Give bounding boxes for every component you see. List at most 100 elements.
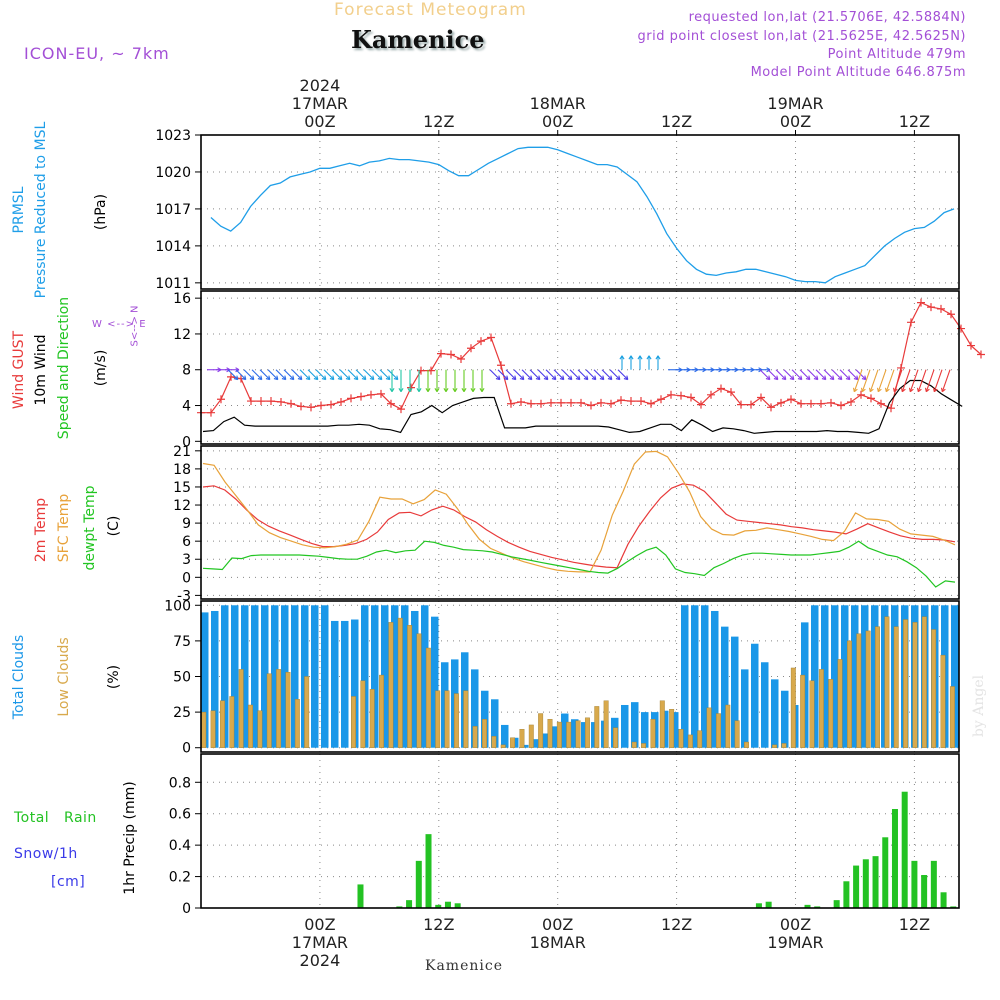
low-cloud-bar [603, 700, 609, 748]
precip-label-snow: Snow/1h [14, 846, 78, 862]
low-cloud-bar [631, 741, 637, 748]
wind-gust-marker [457, 355, 465, 363]
precip-bar [843, 881, 850, 908]
low-cloud-bar [351, 696, 356, 748]
temp-dewpt-line [202, 540, 956, 588]
precip-bar [415, 860, 422, 908]
wind-direction-arrowhead [257, 375, 263, 381]
wind-direction-arrowhead [852, 387, 858, 393]
total-cloud-bar [211, 610, 219, 748]
wind-direction-arrow [869, 369, 879, 392]
total-cloud-bar [701, 605, 709, 748]
wind-direction-arrowhead [559, 375, 565, 381]
total-cloud-bar [641, 712, 649, 748]
low-cloud-bar [800, 674, 806, 748]
wind-direction-arrow [379, 369, 391, 380]
wind-direction-arrow [371, 369, 383, 380]
total-cloud-bar [661, 710, 669, 748]
grid-point-coordinates: grid point closest lon,lat (21.5625E, 42… [637, 29, 966, 44]
bottom-time-label: 00Z [780, 915, 811, 934]
temp-ytick-label: 6 [182, 534, 191, 550]
pressure-line [210, 146, 955, 284]
precip-bar [882, 837, 889, 908]
cloud-label-total: Total Clouds [10, 634, 27, 720]
low-cloud-bar [248, 704, 253, 748]
wind-gust-marker [287, 399, 295, 408]
wind-label-direction: Speed and Direction [55, 296, 72, 440]
low-cloud-bar [697, 730, 703, 748]
wind-direction-arrow [831, 369, 843, 380]
low-cloud-bar [257, 710, 263, 748]
wind-direction-arrowhead [385, 375, 391, 381]
low-cloud-bar [407, 625, 413, 748]
wind-direction-arrowhead [329, 375, 335, 381]
top-time-label: 00Z [542, 112, 573, 131]
precip-ytick-label: 0.6 [169, 807, 191, 823]
total-cloud-bar [391, 605, 399, 748]
wind-ytick-label: 4 [182, 399, 191, 415]
low-cloud-bar [566, 721, 572, 748]
total-cloud-bar [501, 724, 509, 748]
wind-gust-marker [537, 399, 545, 408]
temp-ytick-label: 15 [173, 480, 191, 496]
wind-gust-line [201, 301, 982, 414]
precip-ytick-label: 0.8 [169, 775, 191, 791]
wind-direction-arrowhead [615, 375, 621, 381]
precip-bar [444, 901, 451, 908]
wind-gust-marker [627, 397, 635, 406]
low-cloud-bar [641, 743, 647, 748]
wind-direction-arrowhead [924, 387, 930, 393]
wind-direction-arrowhead [241, 375, 247, 381]
pressure-ytick-label: 1011 [155, 276, 191, 292]
temp-label-sfc: SFC Temp [55, 493, 72, 563]
low-cloud-bar [847, 640, 852, 748]
wind-direction-arrowhead [773, 375, 779, 381]
low-cloud-bar [425, 647, 431, 748]
wind-direction-arrowhead [281, 375, 287, 381]
low-cloud-bar [744, 741, 749, 748]
temp-ytick-label: 0 [182, 570, 191, 586]
precip-bar [872, 856, 879, 908]
cloud-ytick-label: 0 [182, 741, 191, 757]
low-cloud-bar [491, 736, 497, 748]
compass-we-label: W <--> E [92, 319, 147, 330]
cloud-label-low: Low Clouds [55, 637, 72, 717]
top-time-label: 2024 [300, 76, 341, 95]
wind-direction-arrow [847, 369, 859, 380]
bottom-time-label: 12Z [423, 915, 454, 934]
footer-location: Kamenice [425, 958, 503, 974]
top-time-label: 12Z [661, 112, 692, 131]
wind-gust-marker [417, 366, 425, 375]
low-cloud-bar [828, 679, 834, 748]
wind-direction-arrowhead [781, 375, 787, 381]
low-cloud-bar [285, 672, 291, 748]
precip-bar [454, 903, 461, 908]
wind-direction-arrowhead [416, 388, 422, 393]
wind-direction-arrow [227, 369, 239, 380]
wind-gust-marker [867, 394, 875, 403]
wind-label-10m: 10m Wind [32, 334, 49, 406]
wind-panel: 0 4 8 12 16 [173, 290, 985, 450]
wind-gust-marker [637, 397, 645, 406]
wind-gust-marker [707, 390, 715, 399]
low-cloud-bar [912, 622, 918, 748]
temp-ytick-label: 3 [182, 552, 191, 568]
wind-direction-arrow [537, 369, 549, 380]
wind-direction-arrowhead [321, 375, 327, 381]
wind-direction-arrowhead [829, 375, 835, 381]
low-cloud-bar [229, 696, 235, 748]
wind-direction-arrowhead [853, 375, 859, 381]
wind-gust-marker [347, 394, 355, 403]
total-cloud-bar [731, 636, 739, 748]
location-title: Kamenice [351, 25, 485, 54]
wind-direction-arrowhead [434, 388, 440, 393]
bottom-time-label: 19MAR [767, 933, 823, 952]
wind-direction-arrowhead [892, 387, 898, 393]
total-cloud-bar [411, 610, 419, 748]
low-cloud-bar [884, 616, 890, 748]
precip-label-rain: Total Rain [14, 810, 97, 826]
total-cloud-bar [721, 626, 729, 748]
low-cloud-bar [453, 693, 459, 748]
wind-gust-marker [857, 390, 865, 399]
wind-direction-arrowhead [908, 387, 914, 393]
